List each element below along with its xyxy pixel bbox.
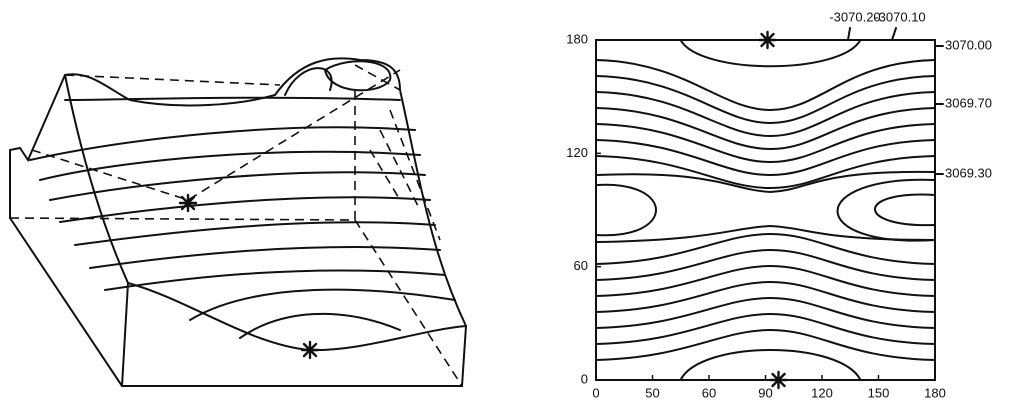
contour-line [596, 282, 935, 312]
contour-line [596, 60, 935, 110]
contour-line [596, 314, 935, 344]
x-tick-label: 180 [924, 385, 946, 400]
plot-frame [596, 40, 935, 380]
contour-line [596, 76, 935, 123]
x-tick-label: 90 [758, 385, 772, 400]
y-tick-label: 120 [566, 145, 588, 160]
contour-line [596, 124, 935, 162]
contour-line [596, 266, 935, 296]
min-star [302, 342, 318, 358]
saddle-star [180, 195, 196, 211]
contour-loop [838, 180, 936, 241]
y-tick-label: 0 [581, 371, 588, 386]
x-tick-label: 50 [645, 385, 659, 400]
peak-loops [285, 61, 390, 95]
y-tick-label: 60 [574, 258, 588, 273]
contour-label: 3069.70 [945, 95, 992, 110]
contour-label: -3070.20 [829, 9, 880, 24]
contour-loop [596, 185, 656, 236]
contour-label: 3069.30 [945, 165, 992, 180]
contour-line [596, 250, 935, 280]
x-tick-label: 60 [702, 385, 716, 400]
figure: -3070.20 -3070.10 3070.00 3069.70 3069.3… [0, 0, 1015, 402]
contour-line [596, 330, 935, 360]
x-tick-label: 0 [592, 385, 599, 400]
contour-loop [681, 350, 861, 380]
contour-line [596, 140, 935, 175]
label-leaders [848, 28, 943, 174]
y-tick-label: 180 [566, 31, 588, 46]
star [760, 32, 776, 48]
x-tick-label: 150 [868, 385, 890, 400]
x-tick-label: 120 [811, 385, 833, 400]
contour-label: 3070.00 [945, 37, 992, 52]
contour-label: -3070.10 [874, 9, 925, 24]
hidden-lines [10, 65, 462, 386]
contour-line [596, 298, 935, 328]
surface-drawing [10, 58, 466, 386]
star [771, 372, 787, 388]
